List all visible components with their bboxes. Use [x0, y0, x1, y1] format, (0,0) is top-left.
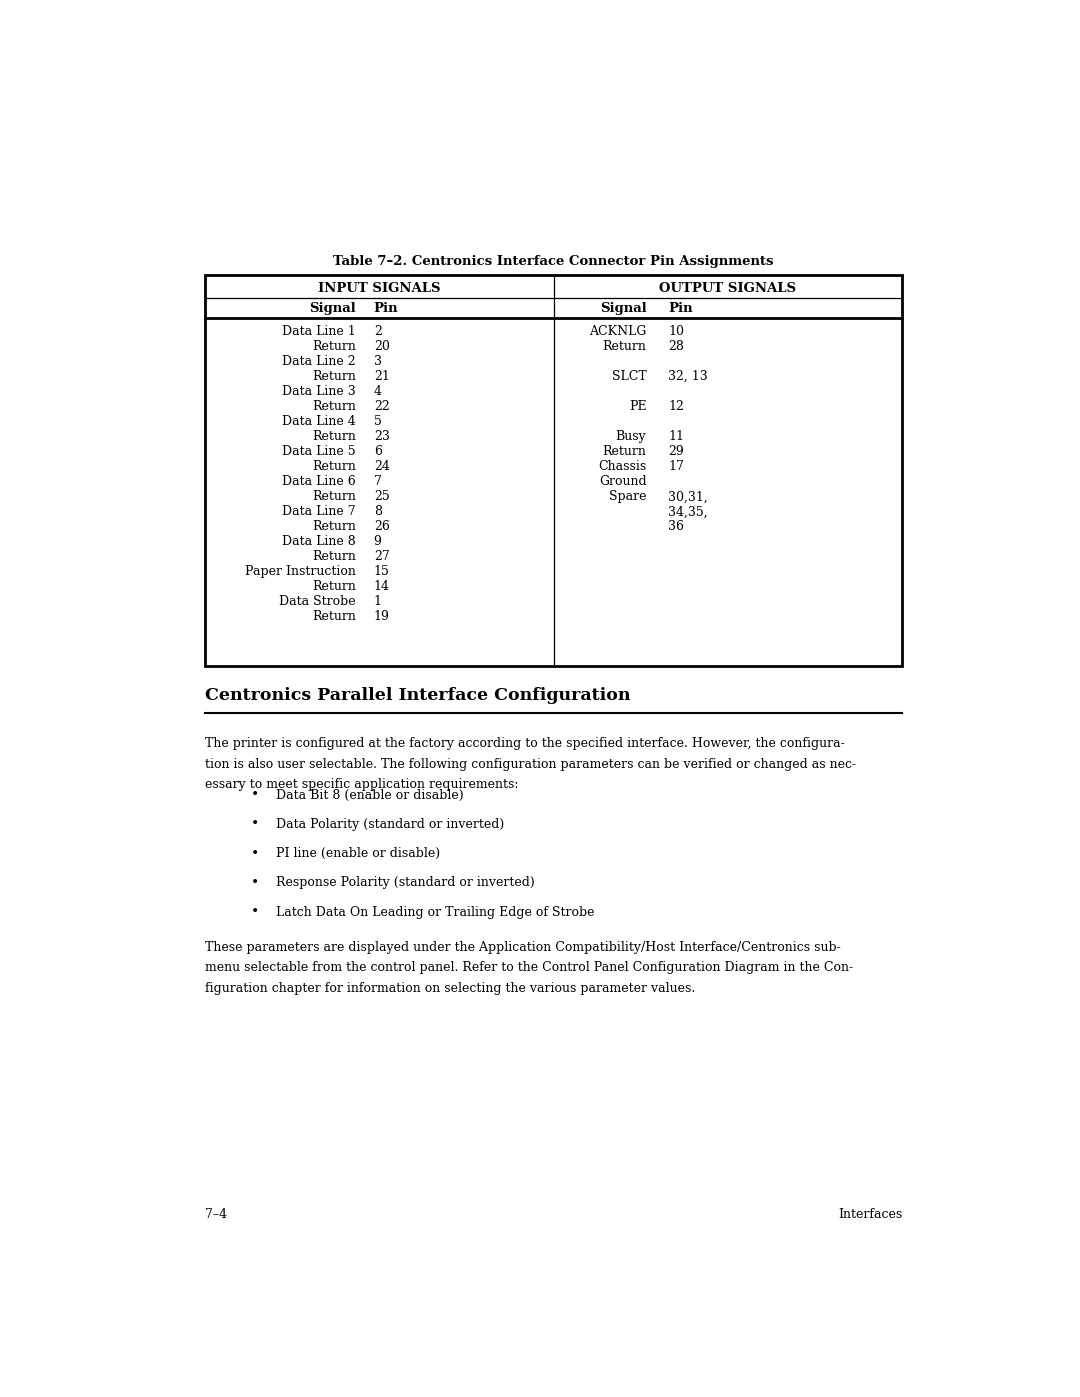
Text: Data Line 8: Data Line 8	[282, 535, 356, 549]
Text: 14: 14	[374, 580, 390, 594]
Text: Ground: Ground	[599, 475, 647, 489]
Text: Return: Return	[312, 339, 356, 353]
Text: 24: 24	[374, 460, 390, 474]
Text: Return: Return	[312, 460, 356, 474]
Text: 12: 12	[669, 400, 684, 414]
Text: Signal: Signal	[309, 302, 356, 316]
Text: Centronics Parallel Interface Configuration: Centronics Parallel Interface Configurat…	[205, 686, 631, 704]
Text: •: •	[251, 817, 259, 831]
Text: Data Line 5: Data Line 5	[282, 446, 356, 458]
Text: 36: 36	[669, 520, 685, 534]
Text: Return: Return	[603, 446, 647, 458]
Text: Data Bit 8 (enable or disable): Data Bit 8 (enable or disable)	[276, 789, 463, 802]
Text: 21: 21	[374, 370, 390, 383]
Text: 11: 11	[669, 430, 685, 443]
Text: 9: 9	[374, 535, 381, 549]
Text: 30,31,: 30,31,	[669, 490, 708, 503]
Text: Return: Return	[312, 610, 356, 623]
Text: •: •	[251, 876, 259, 890]
Text: 29: 29	[669, 446, 684, 458]
Text: •: •	[251, 788, 259, 802]
Text: tion is also user selectable. The following configuration parameters can be veri: tion is also user selectable. The follow…	[205, 757, 855, 771]
Text: These parameters are displayed under the Application Compatibility/Host Interfac: These parameters are displayed under the…	[205, 940, 840, 954]
Text: Data Polarity (standard or inverted): Data Polarity (standard or inverted)	[276, 819, 504, 831]
Text: 28: 28	[669, 339, 684, 353]
Text: Data Strobe: Data Strobe	[280, 595, 356, 609]
Text: 27: 27	[374, 550, 390, 563]
Text: ACKNLG: ACKNLG	[589, 326, 647, 338]
Text: The printer is configured at the factory according to the specified interface. H: The printer is configured at the factory…	[205, 738, 845, 750]
Text: 5: 5	[374, 415, 381, 429]
Text: 2: 2	[374, 326, 381, 338]
Text: Busy: Busy	[616, 430, 647, 443]
Text: Pin: Pin	[669, 302, 693, 316]
Text: Signal: Signal	[599, 302, 647, 316]
Text: Pin: Pin	[374, 302, 399, 316]
Text: INPUT SIGNALS: INPUT SIGNALS	[318, 282, 441, 295]
Text: essary to meet specific application requirements:: essary to meet specific application requ…	[205, 778, 518, 791]
Text: 1: 1	[374, 595, 381, 609]
Text: Spare: Spare	[609, 490, 647, 503]
Text: Return: Return	[312, 580, 356, 594]
Text: PI line (enable or disable): PI line (enable or disable)	[276, 847, 441, 861]
Text: 7–4: 7–4	[205, 1207, 227, 1221]
Text: 15: 15	[374, 566, 390, 578]
Text: Return: Return	[603, 339, 647, 353]
Text: Data Line 3: Data Line 3	[282, 386, 356, 398]
Text: 26: 26	[374, 520, 390, 534]
Text: Data Line 7: Data Line 7	[282, 506, 356, 518]
Text: •: •	[251, 905, 259, 919]
Text: 8: 8	[374, 506, 381, 518]
Text: 4: 4	[374, 386, 381, 398]
Text: Data Line 2: Data Line 2	[282, 355, 356, 369]
Text: 32, 13: 32, 13	[669, 370, 708, 383]
Text: Return: Return	[312, 550, 356, 563]
Text: Return: Return	[312, 490, 356, 503]
Text: 22: 22	[374, 400, 390, 414]
Text: SLCT: SLCT	[611, 370, 647, 383]
Text: Return: Return	[312, 430, 356, 443]
Text: Table 7–2. Centronics Interface Connector Pin Assignments: Table 7–2. Centronics Interface Connecto…	[334, 256, 773, 268]
Text: 23: 23	[374, 430, 390, 443]
Text: 6: 6	[374, 446, 381, 458]
Text: 20: 20	[374, 339, 390, 353]
Text: 34,35,: 34,35,	[669, 506, 707, 518]
Bar	[205, 275, 902, 666]
Text: Return: Return	[312, 370, 356, 383]
Text: 25: 25	[374, 490, 390, 503]
Text: 19: 19	[374, 610, 390, 623]
Text: 17: 17	[669, 460, 684, 474]
Text: 3: 3	[374, 355, 381, 369]
Text: •: •	[251, 847, 259, 861]
Text: 10: 10	[669, 326, 685, 338]
Text: PE: PE	[629, 400, 647, 414]
Text: Response Polarity (standard or inverted): Response Polarity (standard or inverted)	[276, 876, 535, 890]
Text: menu selectable from the control panel. Refer to the Control Panel Configuration: menu selectable from the control panel. …	[205, 961, 853, 974]
Text: Chassis: Chassis	[598, 460, 647, 474]
Text: Paper Instruction: Paper Instruction	[245, 566, 356, 578]
Text: Return: Return	[312, 400, 356, 414]
Text: 7: 7	[374, 475, 381, 489]
Text: Return: Return	[312, 520, 356, 534]
Text: Data Line 6: Data Line 6	[282, 475, 356, 489]
Text: OUTPUT SIGNALS: OUTPUT SIGNALS	[660, 282, 796, 295]
Text: Data Line 4: Data Line 4	[282, 415, 356, 429]
Text: Data Line 1: Data Line 1	[282, 326, 356, 338]
Text: figuration chapter for information on selecting the various parameter values.: figuration chapter for information on se…	[205, 982, 696, 995]
Text: Interfaces: Interfaces	[838, 1207, 902, 1221]
Text: Latch Data On Leading or Trailing Edge of Strobe: Latch Data On Leading or Trailing Edge o…	[276, 905, 595, 919]
